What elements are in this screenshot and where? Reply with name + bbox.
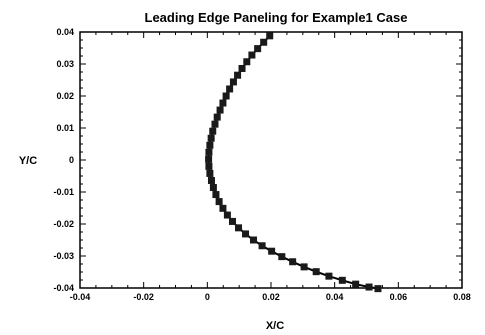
chart-title: Leading Edge Paneling for Example1 Case bbox=[145, 10, 408, 25]
data-point bbox=[249, 236, 257, 244]
y-tick-label: 0.02 bbox=[56, 91, 74, 101]
y-tick-label: -0.01 bbox=[53, 187, 74, 197]
data-point bbox=[212, 191, 220, 199]
x-tick-label: 0.08 bbox=[453, 292, 471, 302]
data-point bbox=[248, 51, 256, 59]
data-point bbox=[278, 253, 286, 261]
data-point bbox=[258, 242, 266, 250]
data-point bbox=[260, 38, 268, 46]
data-point bbox=[325, 272, 333, 280]
data-point bbox=[209, 127, 217, 135]
data-point bbox=[235, 224, 243, 232]
data-point bbox=[216, 106, 224, 114]
data-point bbox=[289, 258, 297, 266]
data-point bbox=[213, 113, 221, 121]
data-point bbox=[226, 85, 234, 93]
data-point bbox=[300, 263, 308, 271]
y-tick-label: 0.04 bbox=[56, 27, 74, 37]
y-axis-label: Y/C bbox=[19, 155, 37, 167]
data-point bbox=[238, 64, 246, 72]
data-point bbox=[207, 134, 215, 142]
data-point bbox=[228, 217, 236, 225]
data-point bbox=[254, 45, 262, 53]
x-tick-label: -0.04 bbox=[70, 292, 91, 302]
y-tick-labels: 0.04 0.03 0.02 0.01 0 -0.01 -0.02 -0.03 -0.04 bbox=[53, 27, 74, 293]
data-point bbox=[243, 58, 251, 66]
y-tick-label: 0 bbox=[69, 155, 74, 165]
data-point bbox=[312, 268, 320, 276]
paneling-series bbox=[205, 32, 382, 293]
data-point bbox=[365, 283, 373, 291]
x-tick-label: 0.02 bbox=[262, 292, 280, 302]
x-tick-labels: -0.04 -0.02 0 0.02 0.04 0.06 0.08 bbox=[70, 292, 471, 302]
data-point bbox=[209, 184, 217, 192]
y-tick-label: -0.02 bbox=[53, 219, 74, 229]
data-point bbox=[219, 204, 227, 212]
data-point bbox=[215, 198, 223, 206]
data-point bbox=[268, 247, 276, 255]
x-tick-label: -0.02 bbox=[133, 292, 154, 302]
data-point bbox=[205, 148, 213, 156]
data-point bbox=[205, 155, 213, 163]
data-point bbox=[338, 276, 346, 284]
x-tick-label: 0.04 bbox=[326, 292, 344, 302]
data-point bbox=[229, 78, 237, 86]
y-tick-label: 0.01 bbox=[56, 123, 74, 133]
y-tick-label: -0.03 bbox=[53, 251, 74, 261]
data-point bbox=[205, 162, 213, 170]
data-point bbox=[352, 280, 360, 288]
data-point bbox=[207, 176, 215, 184]
y-tick-label: 0.03 bbox=[56, 59, 74, 69]
data-point bbox=[211, 120, 219, 128]
data-point bbox=[223, 211, 231, 219]
data-point bbox=[219, 99, 227, 107]
series-line bbox=[207, 35, 379, 290]
x-tick-label: 0.06 bbox=[390, 292, 408, 302]
data-point bbox=[206, 141, 214, 149]
data-point bbox=[206, 169, 214, 177]
data-point bbox=[222, 92, 230, 100]
x-tick-label: 0 bbox=[205, 292, 210, 302]
data-point bbox=[374, 285, 382, 293]
y-tick-label: -0.04 bbox=[53, 283, 74, 293]
data-point bbox=[234, 71, 242, 79]
data-point bbox=[266, 32, 274, 40]
x-axis-label: X/C bbox=[266, 320, 284, 332]
data-point bbox=[242, 230, 250, 238]
